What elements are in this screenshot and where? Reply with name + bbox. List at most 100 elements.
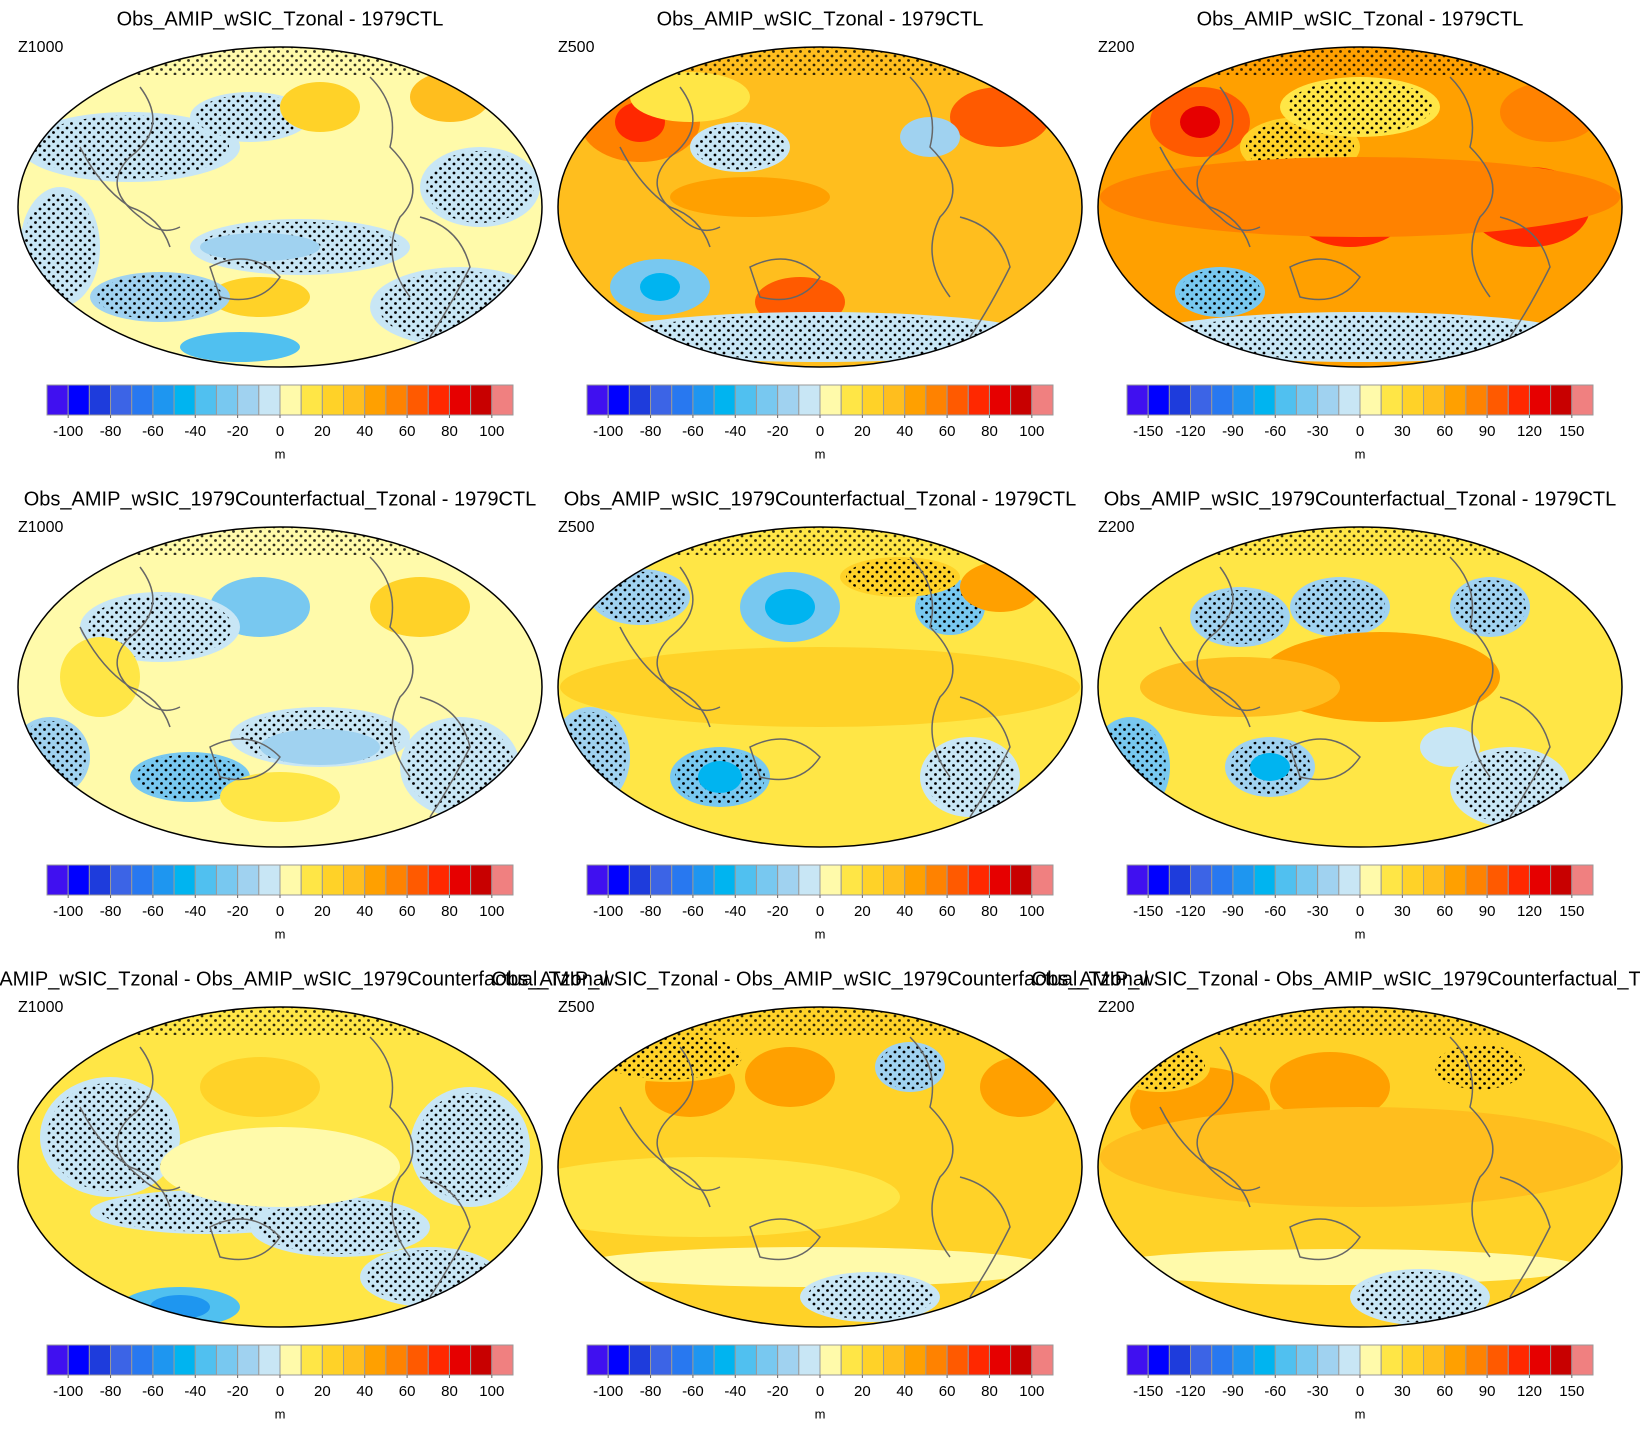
colorbar-box — [131, 1344, 154, 1376]
colorbar-box — [1211, 384, 1234, 416]
field-blob — [1250, 753, 1290, 781]
colorbar-box — [1126, 1344, 1149, 1376]
coastline — [79, 146, 171, 248]
colorbar-box — [385, 864, 408, 896]
colorbar-box — [883, 864, 906, 896]
colorbar-box — [650, 384, 673, 416]
colorbar-box — [343, 384, 366, 416]
colorbar-box — [173, 384, 196, 416]
colorbar-tick-label: 100 — [1019, 1383, 1044, 1400]
field-blob — [160, 1127, 400, 1207]
colorbar-box — [1380, 384, 1403, 416]
colorbar-tick-label: -90 — [1222, 903, 1244, 920]
colorbar-box — [1147, 384, 1170, 416]
field-blob — [1285, 272, 1375, 322]
colorbar-box — [406, 384, 429, 416]
colorbar-box — [777, 864, 800, 896]
field-blob — [1140, 657, 1340, 717]
colorbar-tick-label: -30 — [1307, 423, 1329, 440]
field-blob — [570, 1247, 1050, 1287]
stipple — [595, 571, 685, 623]
map-panel: Obs_AMIP_wSIC_Tzonal - Obs_AMIP_wSIC_197… — [0, 968, 608, 1421]
colorbar-box — [1317, 384, 1340, 416]
colorbar-box — [1338, 864, 1361, 896]
colorbar-tick-label: 80 — [441, 1383, 458, 1400]
colorbar-box — [1401, 864, 1425, 896]
coastline — [369, 556, 414, 778]
colorbar-box — [904, 864, 927, 896]
colorbar-box — [88, 384, 112, 416]
colorbar-box — [819, 864, 842, 896]
colorbar-box — [692, 864, 715, 896]
colorbar-box — [734, 384, 757, 416]
colorbar-box — [194, 864, 217, 896]
field-blob — [560, 647, 1080, 727]
colorbar-tick-label: 80 — [981, 423, 998, 440]
field-blob — [980, 1057, 1060, 1117]
colorbar-box — [1465, 1344, 1488, 1376]
colorbar-tick-label: 40 — [356, 423, 373, 440]
colorbar-box — [1359, 864, 1382, 896]
colorbar-box — [258, 864, 281, 896]
stipple — [558, 712, 626, 802]
stipple — [97, 274, 223, 320]
colorbar-tick-label: -150 — [1133, 423, 1163, 440]
colorbar-tick-label: 60 — [1436, 903, 1453, 920]
colorbar-box — [1401, 384, 1425, 416]
map-border — [557, 1006, 1083, 1328]
map-panel: Obs_AMIP_wSIC_1979Counterfactual_Tzonal … — [17, 488, 543, 941]
coastline — [656, 86, 721, 232]
coastline — [1449, 1036, 1494, 1258]
level-label: Z1000 — [18, 999, 63, 1016]
stipple — [379, 271, 541, 343]
map-field — [558, 47, 1082, 367]
colorbar-tick-label: 0 — [1356, 1383, 1364, 1400]
colorbar-box — [586, 1344, 609, 1376]
stipple — [1098, 722, 1166, 812]
colorbar-box — [470, 864, 493, 896]
colorbar-box — [237, 384, 260, 416]
colorbar-tick-label: -40 — [184, 903, 206, 920]
colorbar-tick-label: 60 — [1436, 423, 1453, 440]
colorbar-box — [1274, 1344, 1297, 1376]
map-panel: Obs_AMIP_wSIC_Tzonal - 1979CTL Z200 -150 -1… — [1097, 8, 1623, 461]
colorbar-tick-label: 100 — [479, 903, 504, 920]
colorbar-tick-label: 100 — [479, 1383, 504, 1400]
colorbar-tick-label: -80 — [640, 423, 662, 440]
coastline — [419, 696, 471, 818]
map-border — [557, 46, 1083, 368]
stipple — [18, 1007, 542, 1035]
colorbar-box — [1274, 864, 1297, 896]
coastline — [1196, 86, 1261, 232]
colorbar-box — [279, 384, 302, 416]
colorbar-tick-label: 100 — [1019, 903, 1044, 920]
colorbar-box — [46, 864, 69, 896]
coastline — [209, 1218, 281, 1261]
colorbar-unit: m — [1355, 1406, 1366, 1421]
colorbar-box — [840, 384, 863, 416]
colorbar-box — [67, 864, 90, 896]
colorbar-tick-label: -100 — [593, 1383, 623, 1400]
colorbar-box — [46, 384, 69, 416]
level-label: Z500 — [558, 39, 595, 56]
coastline — [116, 86, 181, 232]
field-blob — [900, 117, 960, 157]
stipple — [18, 527, 542, 555]
colorbar-tick-label: -150 — [1133, 903, 1163, 920]
colorbar-box — [258, 1344, 281, 1376]
map-border — [1097, 526, 1623, 848]
coastline — [619, 626, 711, 728]
colorbar-box — [755, 1344, 779, 1376]
colorbar-box — [988, 1344, 1012, 1376]
colorbar-tick-label: 90 — [1479, 423, 1496, 440]
colorbar-box — [946, 1344, 969, 1376]
colorbar-box — [713, 1344, 736, 1376]
colorbar-tick-label: 60 — [399, 423, 416, 440]
coastline — [749, 738, 821, 781]
colorbar-tick-label: -120 — [1176, 423, 1206, 440]
stipple — [1435, 1044, 1525, 1090]
colorbar-box — [364, 864, 387, 896]
colorbar-box — [692, 1344, 715, 1376]
colorbar-box — [194, 1344, 217, 1376]
colorbar-box — [1571, 384, 1594, 416]
